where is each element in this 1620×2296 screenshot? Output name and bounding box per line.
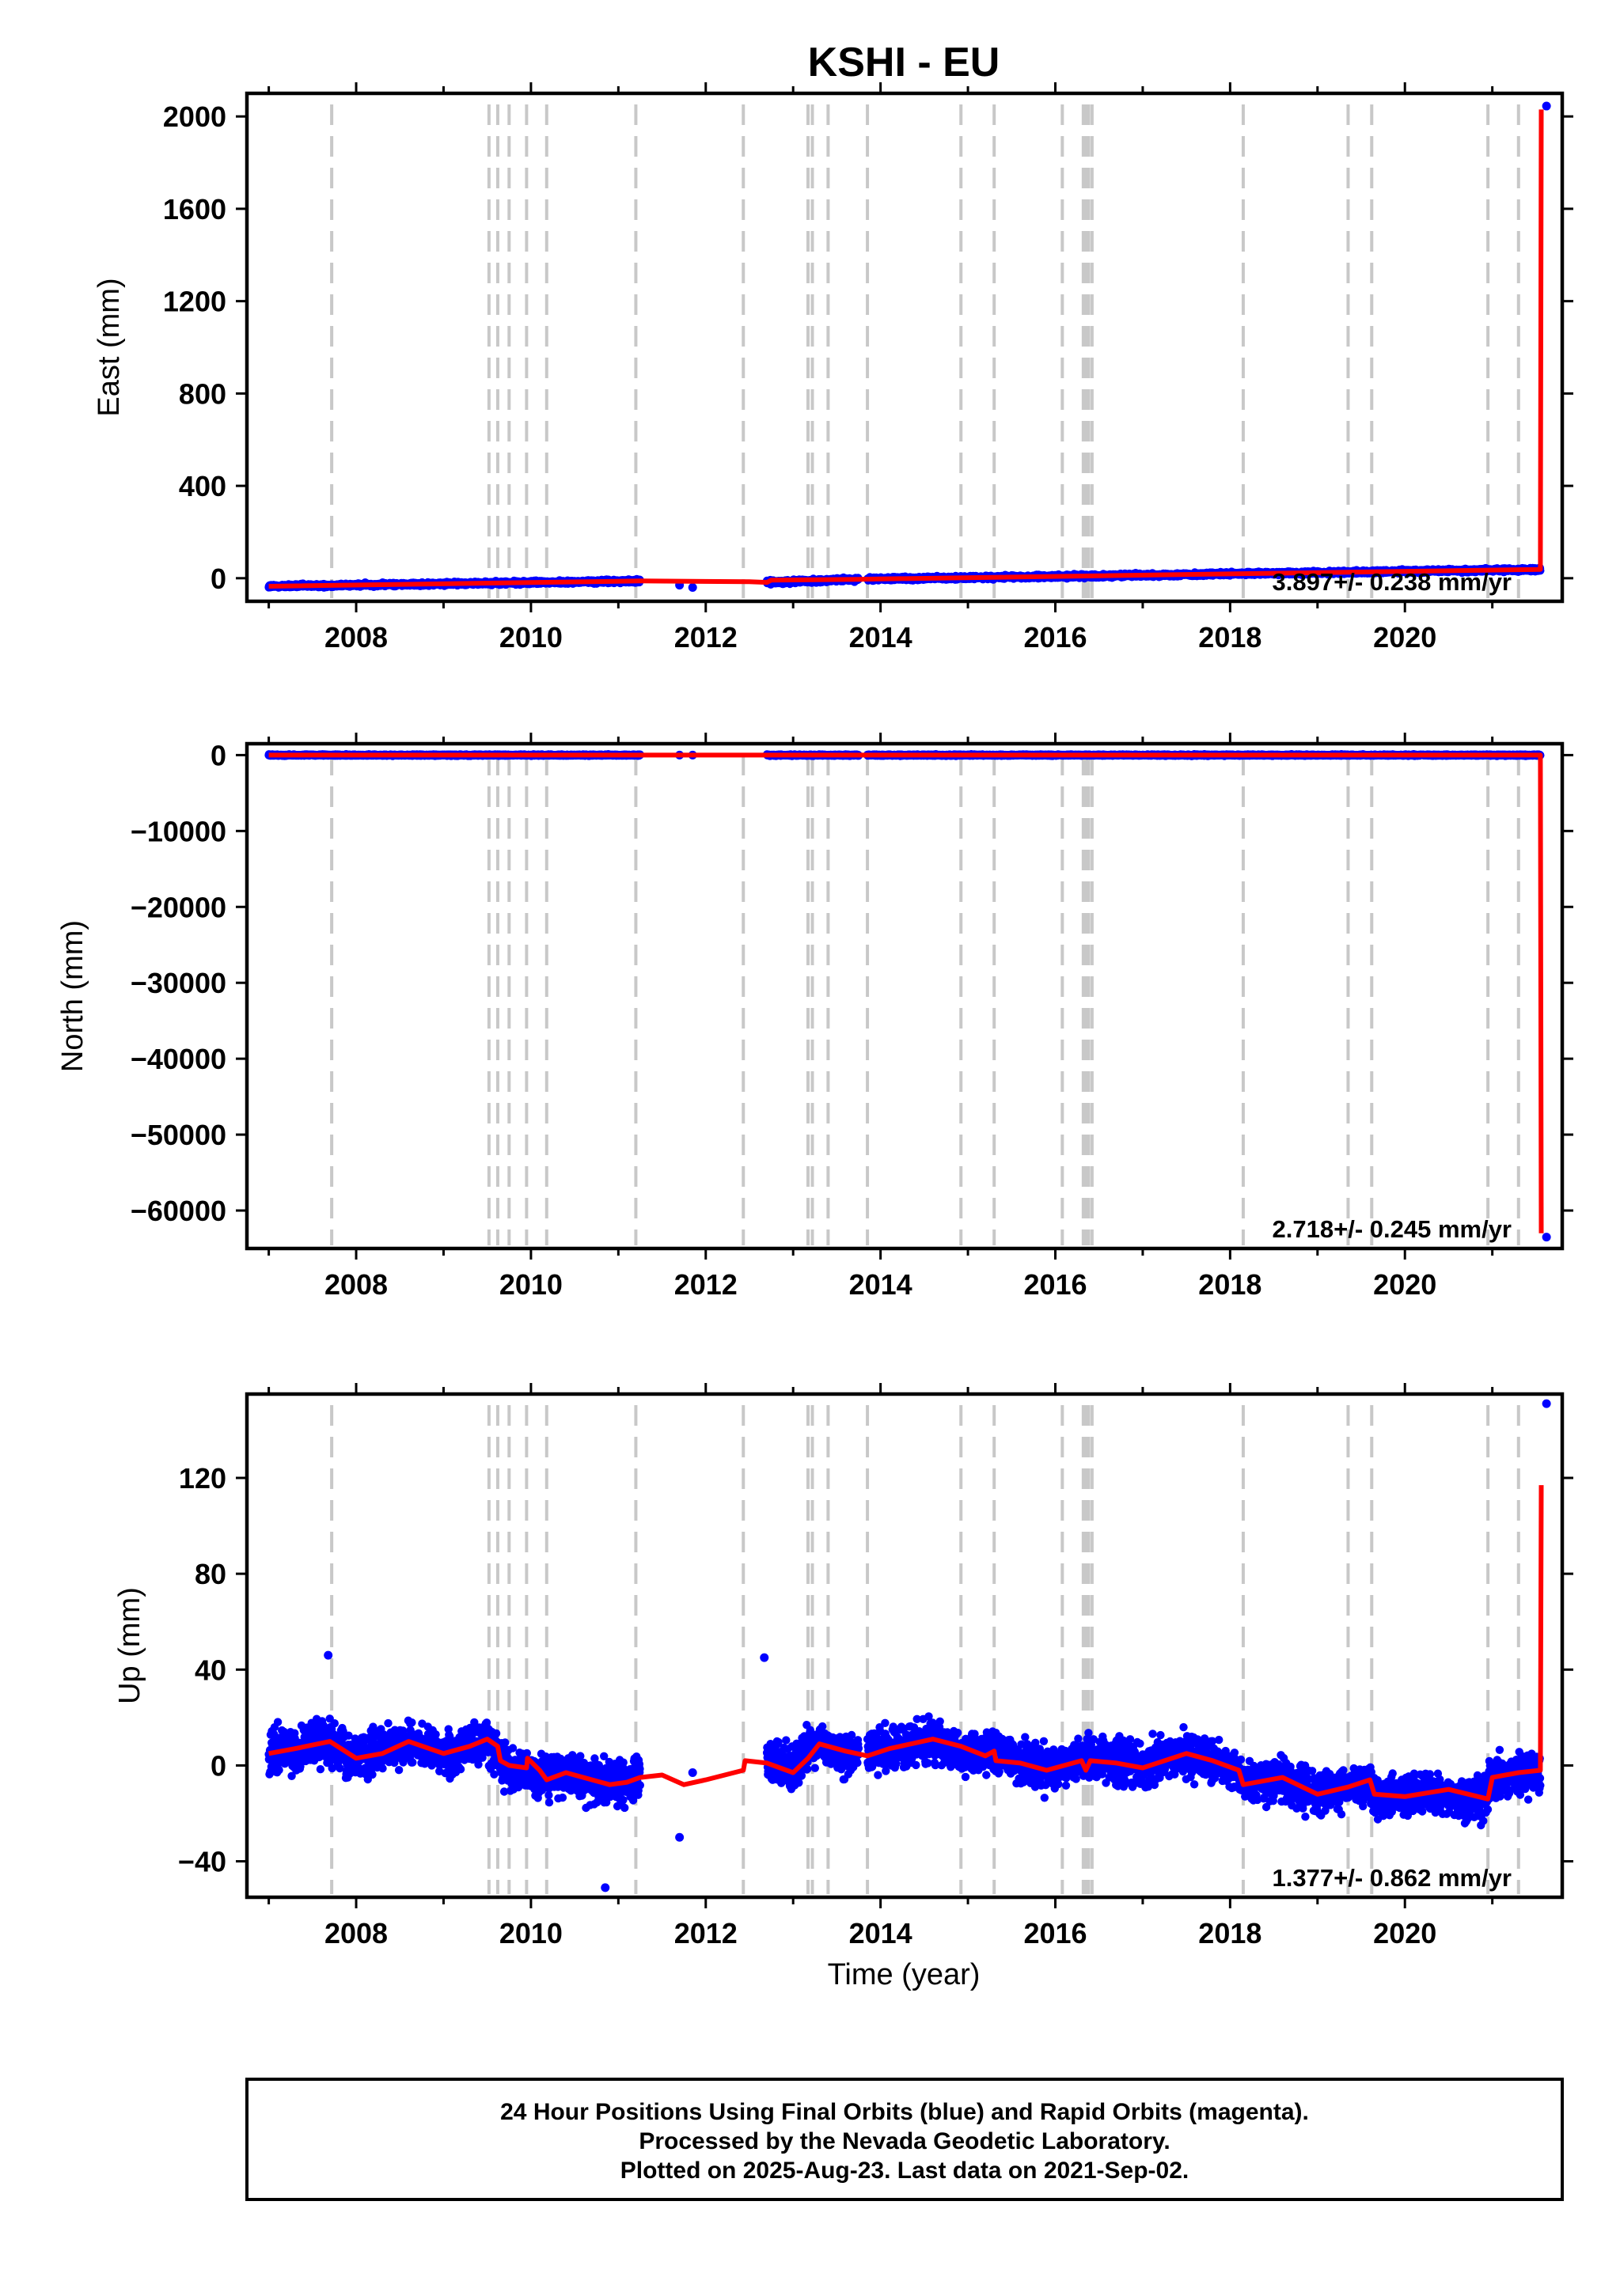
y-axis-label: East (mm) [93,278,126,416]
x-tick-label: 2018 [1198,621,1261,654]
east-panel: 0 400 800 1200 1600 2000 2008 2010 2012 2014 2016 2… [93,82,1573,654]
x-tick-label: 2020 [1373,621,1436,654]
y-tick-label: 2000 [163,100,226,133]
x-tick-label: 2014 [849,621,912,654]
data-point [1542,101,1551,111]
y-tick-label: 1200 [163,286,226,318]
velocity-label: 3.897+/- 0.238 mm/yr [1273,568,1512,596]
y-tick-label: 1600 [163,193,226,225]
x-tick-label: 2010 [499,621,563,654]
step-lines [330,104,1520,598]
data-point [688,582,697,592]
y-tick-label: 0 [211,563,226,595]
x-tick-label: 2012 [674,621,738,654]
y-tick-label: 800 [179,377,226,410]
x-tick-label: 2008 [324,621,388,654]
y-tick-label: 400 [179,470,226,502]
x-tick-label: 2016 [1023,621,1087,654]
chart-title: KSHI - EU [808,40,1000,85]
